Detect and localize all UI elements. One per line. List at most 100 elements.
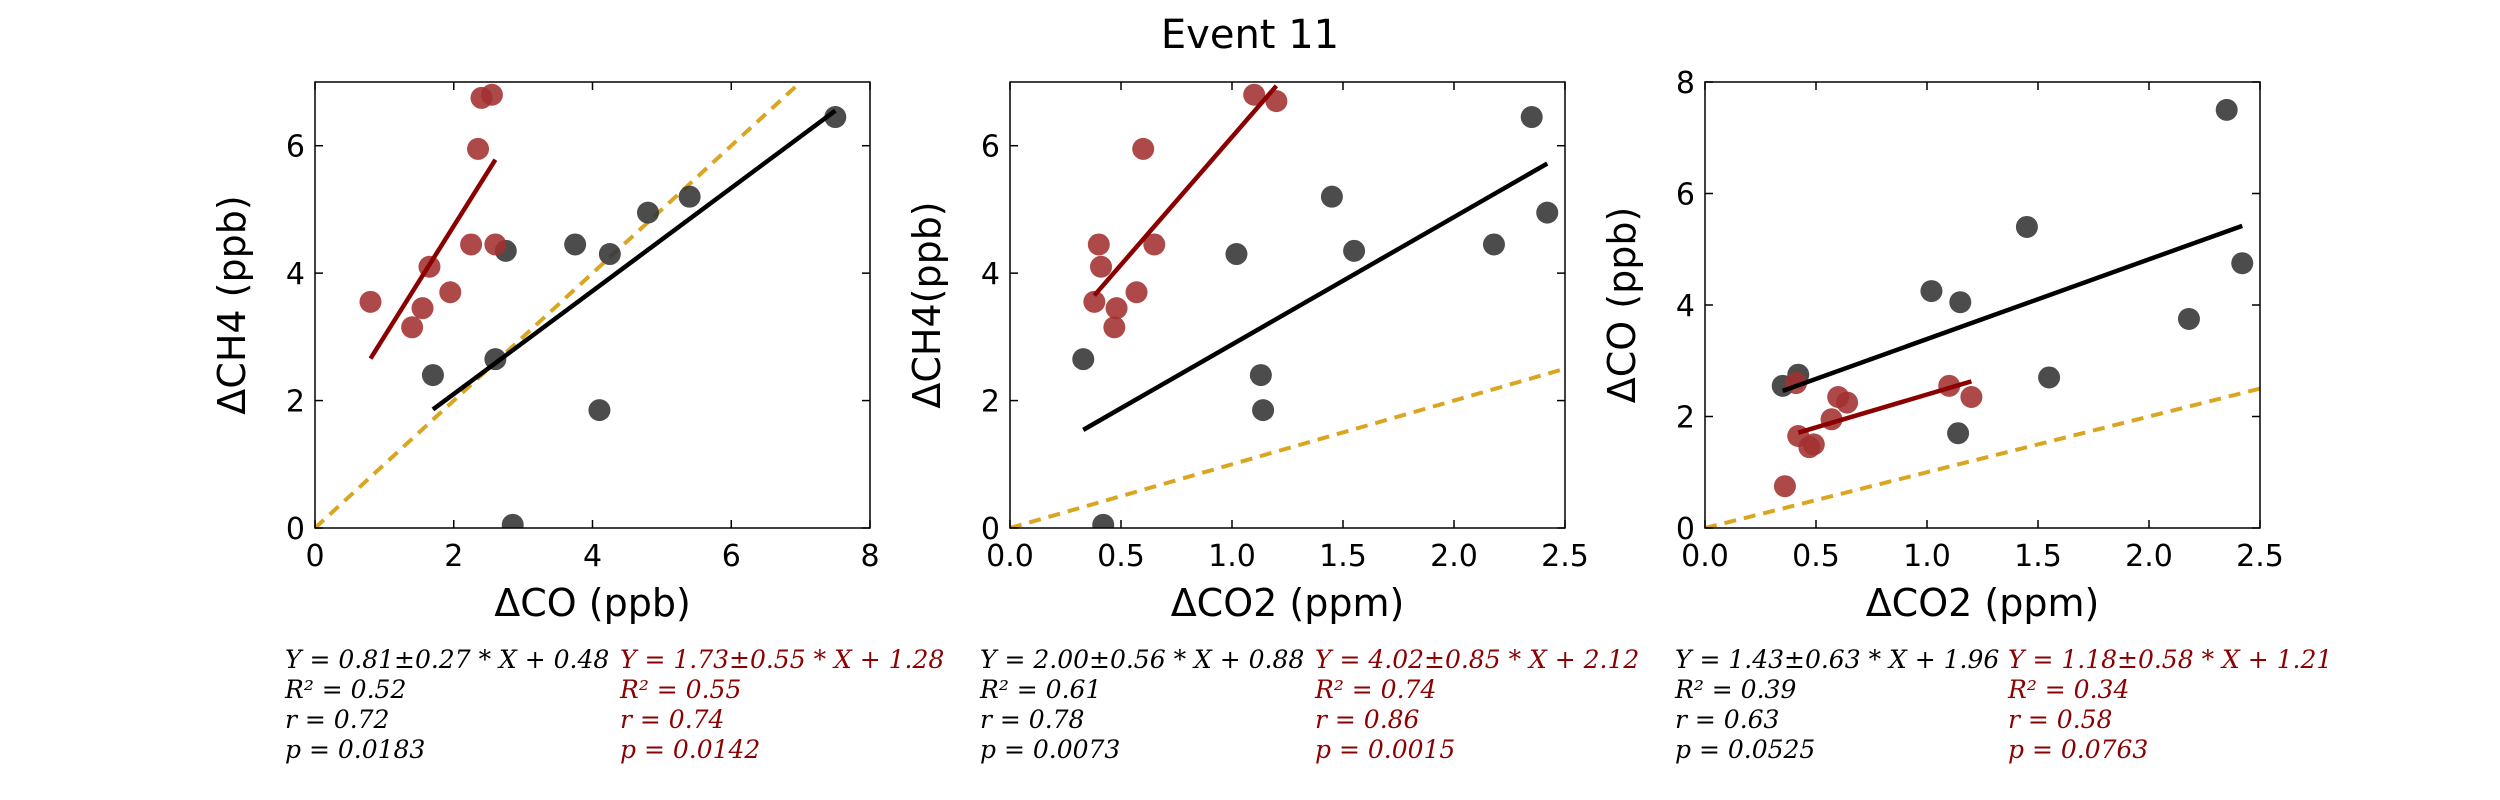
red-data-point (1802, 433, 1825, 456)
x-axis-label: ΔCO (ppb) (494, 581, 691, 625)
one-to-one-line (1705, 386, 2260, 528)
figure-title: Event 11 (1161, 12, 1339, 58)
stats-r-squared: R² = 0.55 (620, 675, 742, 704)
stats-r: r = 0.63 (1675, 705, 1780, 734)
black-data-point (2215, 98, 2238, 121)
black-data-point (824, 106, 847, 129)
stats-p: p = 0.0525 (1675, 735, 1816, 764)
x-tick-label: 6 (722, 539, 741, 574)
stats-r-squared: R² = 0.34 (2008, 675, 2130, 704)
stats-equation: Y = 1.43±0.63 * X + 1.96 (1675, 645, 2000, 674)
black-data-point (588, 399, 611, 422)
stats-r-squared: R² = 0.52 (285, 675, 407, 704)
x-tick-label: 0.5 (1792, 539, 1840, 574)
black-fit-line (1082, 161, 1549, 432)
x-tick-label: 8 (860, 539, 879, 574)
y-tick-label: 4 (286, 257, 305, 292)
axes-frame (1009, 81, 1566, 529)
red-data-point (467, 137, 490, 160)
y-tick-label: 0 (981, 512, 1000, 547)
red-data-point (359, 290, 382, 313)
stats-equation: Y = 1.18±0.58 * X + 1.21 (2008, 645, 2333, 674)
black-data-point (1092, 513, 1115, 528)
black-data-point (1949, 291, 1972, 314)
red-fit-line (368, 158, 498, 360)
stats-r: r = 0.72 (285, 705, 390, 734)
x-axis-label: ΔCO2 (ppm) (1171, 581, 1405, 625)
red-fit-line (1797, 379, 1973, 435)
stats-red-panel-1: Y = 1.73±0.55 * X + 1.28 R² = 0.55 r = 0… (620, 645, 944, 765)
black-data-point (1520, 106, 1543, 129)
y-tick-label: 4 (1676, 289, 1695, 324)
stats-black-panel-3: Y = 1.43±0.63 * X + 1.96 R² = 0.39 r = 0… (1675, 645, 1999, 765)
black-data-point (2231, 252, 2254, 275)
stats-p: p = 0.0763 (2008, 735, 2149, 764)
black-data-point (1482, 233, 1505, 256)
black-data-point (501, 513, 524, 528)
red-data-point (1132, 137, 1155, 160)
x-tick-label: 1.0 (1903, 539, 1951, 574)
x-tick-label: 4 (583, 539, 602, 574)
y-axis-label: ΔCH4 (ppb) (210, 195, 254, 414)
y-tick-label: 8 (1676, 66, 1695, 101)
scatter-panel-3: 0.0 0.5 1.0 1.5 2.0 2.5 0 2 4 6 8 ΔCO2 (ppm) ΔCO (pp… (1600, 66, 2284, 625)
red-data-point (401, 316, 424, 339)
black-data-point (1249, 364, 1272, 387)
x-tick-label: 2.5 (1541, 539, 1589, 574)
x-tick-label: 1.5 (1319, 539, 1367, 574)
stats-equation: Y = 1.73±0.55 * X + 1.28 (620, 645, 945, 674)
x-tick-label: 0.0 (986, 539, 1034, 574)
stats-red-panel-2: Y = 4.02±0.85 * X + 2.12 R² = 0.74 r = 0… (1315, 645, 1639, 765)
y-tick-label: 2 (1676, 401, 1695, 436)
axes-frame (1704, 81, 2261, 529)
red-fit-line (1092, 84, 1279, 297)
x-tick-label: 2.0 (2125, 539, 2173, 574)
red-data-point (484, 233, 507, 256)
y-tick-label: 6 (286, 130, 305, 165)
stats-p: p = 0.0015 (1315, 735, 1456, 764)
black-data-point (678, 185, 701, 208)
y-axis-label: ΔCH4(ppb) (905, 201, 949, 408)
black-data-point (598, 243, 621, 266)
red-data-point (1836, 391, 1859, 414)
black-fit-line (431, 108, 837, 412)
black-data-point (1920, 280, 1943, 303)
panels: 0 2 4 6 8 0 2 4 6 ΔCO (ppb) ΔCH4 (ppb) 0.0 0.5 1.0 1.5… (210, 66, 2284, 625)
x-tick-label: 2.0 (1430, 539, 1478, 574)
stats-equation: Y = 4.02±0.85 * X + 2.12 (1315, 645, 1640, 674)
red-data-point (1265, 90, 1288, 113)
black-data-point (1252, 399, 1275, 422)
x-tick-label: 0 (305, 539, 324, 574)
black-data-point (2038, 366, 2061, 389)
black-data-point (564, 233, 587, 256)
black-data-point (1225, 243, 1248, 266)
x-tick-label: 1.5 (2014, 539, 2062, 574)
stats-r: r = 0.74 (620, 705, 725, 734)
stats-r-squared: R² = 0.61 (980, 675, 1102, 704)
stats-p: p = 0.0073 (980, 735, 1121, 764)
black-data-point (637, 201, 659, 224)
red-data-point (1105, 297, 1128, 320)
y-tick-label: 4 (981, 257, 1000, 292)
y-tick-label: 2 (981, 385, 1000, 420)
red-data-point (1773, 475, 1796, 498)
red-data-point (460, 233, 483, 256)
black-data-point (1320, 185, 1343, 208)
red-data-point (1103, 316, 1126, 339)
red-data-point (1243, 83, 1266, 106)
stats-equation: Y = 0.81±0.27 * X + 0.48 (285, 645, 610, 674)
black-data-point (421, 364, 444, 387)
red-data-point (1125, 281, 1148, 304)
stats-r: r = 0.78 (980, 705, 1085, 734)
black-data-point (1536, 201, 1559, 224)
x-tick-label: 1.0 (1208, 539, 1256, 574)
x-tick-label: 2.5 (2236, 539, 2284, 574)
stats-r-squared: R² = 0.39 (1675, 675, 1797, 704)
red-data-point (1960, 385, 1983, 408)
x-tick-label: 2 (444, 539, 463, 574)
black-data-point (1947, 422, 1970, 445)
stats-red-panel-3: Y = 1.18±0.58 * X + 1.21 R² = 0.34 r = 0… (2008, 645, 2332, 765)
stats-r: r = 0.86 (1315, 705, 1420, 734)
red-data-point (411, 297, 434, 320)
